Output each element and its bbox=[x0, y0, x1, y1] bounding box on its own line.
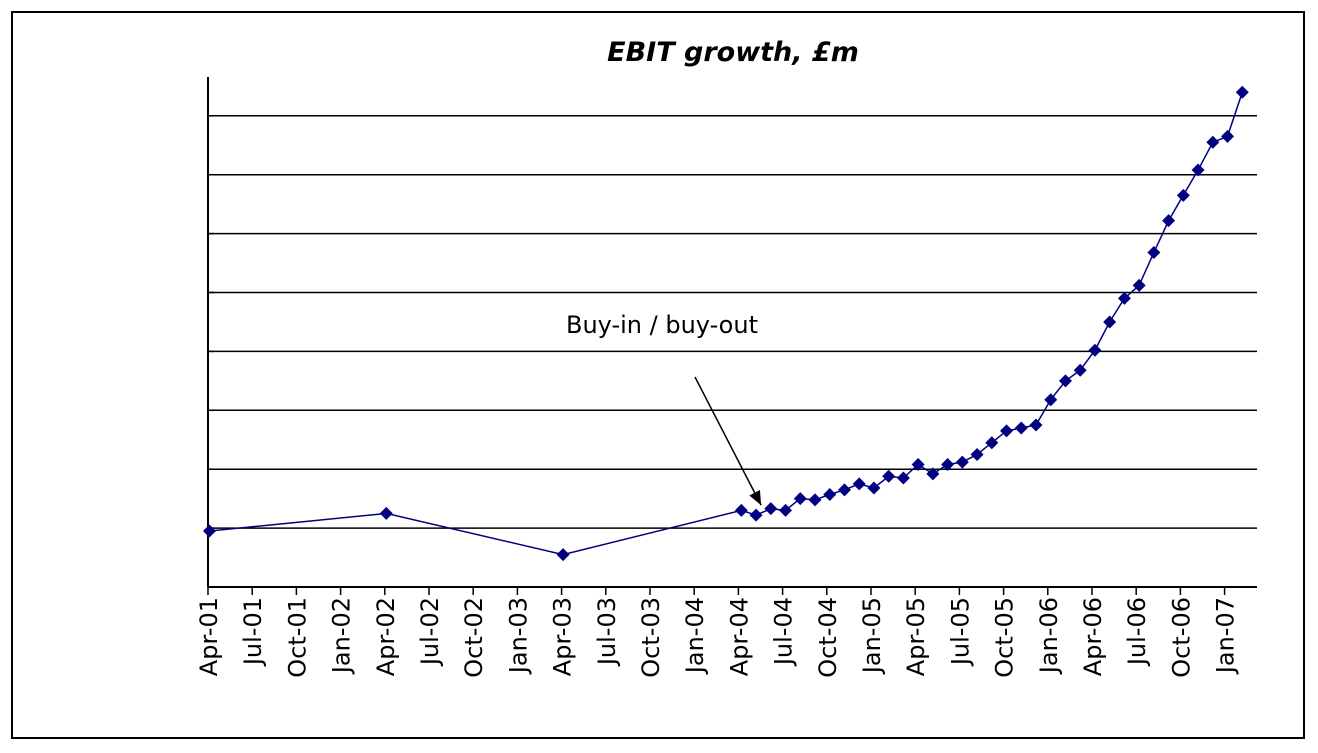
data-point-10 bbox=[837, 483, 851, 497]
data-point-24 bbox=[1044, 393, 1058, 407]
data-point-25 bbox=[1058, 374, 1072, 388]
data-point-1 bbox=[379, 506, 393, 520]
data-point-26 bbox=[1073, 363, 1087, 377]
data-point-14 bbox=[896, 471, 910, 485]
annotation-arrow bbox=[694, 376, 762, 506]
chart-frame bbox=[11, 11, 1305, 739]
x-tick-label-14: Oct-04 bbox=[814, 597, 842, 678]
data-point-36 bbox=[1221, 129, 1235, 143]
x-tick-label-20: Apr-06 bbox=[1079, 597, 1107, 676]
annotation-buy-in-buy-out: Buy-in / buy-out bbox=[566, 311, 758, 339]
x-axis-ticks bbox=[207, 587, 1226, 595]
x-tick-label-19: Jan-06 bbox=[1035, 597, 1063, 675]
x-tick-label-13: Jul-04 bbox=[770, 597, 798, 667]
data-point-23 bbox=[1029, 418, 1043, 432]
data-point-0 bbox=[202, 524, 216, 538]
data-point-6 bbox=[779, 503, 793, 517]
annotation-group: Buy-in / buy-out bbox=[566, 311, 762, 506]
data-point-20 bbox=[985, 436, 999, 450]
data-point-12 bbox=[867, 481, 881, 495]
data-point-29 bbox=[1117, 291, 1131, 305]
data-point-30 bbox=[1132, 278, 1146, 292]
gridlines bbox=[208, 115, 1257, 529]
data-point-33 bbox=[1176, 188, 1190, 202]
data-point-15 bbox=[911, 457, 925, 471]
x-tick-label-22: Oct-06 bbox=[1167, 597, 1195, 678]
chart-title: EBIT growth, £m bbox=[607, 37, 859, 68]
data-point-4 bbox=[749, 508, 763, 522]
x-tick-label-16: Apr-05 bbox=[902, 597, 930, 676]
data-point-16 bbox=[926, 467, 940, 481]
x-tick-label-7: Jan-03 bbox=[504, 597, 532, 675]
x-tick-label-8: Apr-03 bbox=[549, 597, 577, 676]
x-tick-label-6: Oct-02 bbox=[460, 597, 488, 678]
data-point-21 bbox=[1000, 424, 1014, 438]
x-tick-label-15: Jan-05 bbox=[858, 597, 886, 675]
series-group bbox=[202, 85, 1249, 562]
data-point-2 bbox=[556, 548, 570, 562]
x-tick-label-12: Apr-04 bbox=[725, 597, 753, 676]
x-tick-label-21: Jul-06 bbox=[1123, 597, 1151, 667]
x-tick-label-4: Apr-02 bbox=[372, 597, 400, 676]
data-point-22 bbox=[1014, 421, 1028, 435]
data-point-13 bbox=[882, 469, 896, 483]
data-point-8 bbox=[808, 493, 822, 507]
x-tick-label-2: Oct-01 bbox=[283, 597, 311, 678]
data-point-18 bbox=[955, 455, 969, 469]
data-point-5 bbox=[764, 502, 778, 516]
data-point-28 bbox=[1103, 315, 1117, 329]
data-point-3 bbox=[734, 503, 748, 517]
data-point-34 bbox=[1191, 163, 1205, 177]
data-point-11 bbox=[852, 477, 866, 491]
data-point-32 bbox=[1162, 214, 1176, 228]
data-point-27 bbox=[1088, 343, 1102, 357]
x-tick-label-0: Apr-01 bbox=[195, 597, 223, 676]
x-axis-tick-labels: Apr-01 Jul-01 Oct-01 Jan-02 Apr-02 Jul-02 Oct-… bbox=[195, 597, 1240, 678]
annotation-arrowhead bbox=[749, 489, 762, 506]
data-point-31 bbox=[1147, 245, 1161, 259]
data-point-7 bbox=[793, 492, 807, 506]
data-point-35 bbox=[1206, 135, 1220, 149]
data-point-37 bbox=[1235, 85, 1249, 99]
x-tick-label-18: Oct-05 bbox=[991, 597, 1019, 678]
x-tick-label-1: Jul-01 bbox=[239, 597, 267, 667]
x-tick-label-23: Jan-07 bbox=[1212, 597, 1240, 675]
x-tick-label-10: Oct-03 bbox=[637, 597, 665, 678]
x-tick-label-9: Jul-03 bbox=[593, 597, 621, 667]
x-tick-label-3: Jan-02 bbox=[328, 597, 356, 675]
data-point-17 bbox=[941, 457, 955, 471]
x-tick-label-5: Jul-02 bbox=[416, 597, 444, 667]
x-tick-label-17: Jul-05 bbox=[946, 597, 974, 667]
data-point-19 bbox=[970, 447, 984, 461]
x-tick-label-11: Jan-04 bbox=[681, 597, 709, 675]
data-point-9 bbox=[823, 488, 837, 502]
